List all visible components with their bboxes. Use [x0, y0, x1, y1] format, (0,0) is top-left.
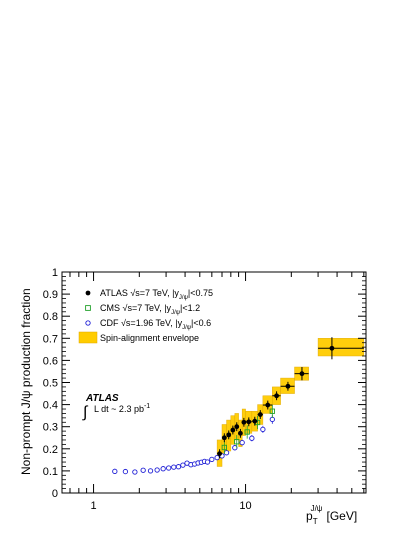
- y-tick-label: 1: [52, 267, 58, 279]
- cms-point: [269, 408, 275, 414]
- cdf-point: [122, 468, 129, 475]
- cdf-point: [239, 439, 245, 446]
- y-tick-label: 0: [52, 488, 58, 500]
- cdf-point: [214, 454, 220, 461]
- atlas-point: [246, 419, 252, 425]
- legend-label-after: |<1.2: [180, 303, 200, 313]
- legend-marker-cdf: [85, 320, 91, 326]
- atlas-point: [226, 432, 232, 438]
- legend-label-after: |<0.75: [188, 288, 213, 298]
- cdf-point: [223, 450, 230, 456]
- y-axis-label: Non-prompt J/ψ production fraction: [19, 288, 33, 475]
- legend-label-text: ATLAS √s=7 TeV, |y: [100, 288, 179, 298]
- legend-label-text: CDF √s=1.96 TeV, |y: [100, 318, 183, 328]
- y-tick-label: 0.8: [43, 311, 58, 323]
- atlas-point: [238, 430, 243, 436]
- atlas-title: ATLAS: [85, 393, 119, 404]
- y-tick-label: 0.4: [43, 400, 58, 412]
- atlas-label: ATLAS ∫ L dt ~ 2.3 pb-1: [82, 393, 150, 421]
- legend-label-sub: J/ψ: [182, 325, 191, 331]
- cdf-point: [112, 468, 118, 474]
- y-tick-label: 0.7: [43, 333, 58, 345]
- cdf-point: [160, 466, 166, 472]
- y-tick-label: 0.1: [43, 466, 58, 478]
- cdf-point: [175, 464, 182, 470]
- y-tick-label: 0.3: [43, 422, 58, 434]
- y-tick-label: 0.6: [43, 355, 58, 367]
- cdf-point: [249, 435, 255, 441]
- legend-label-after: |<0.6: [191, 318, 211, 328]
- axes: 0 0.1 0.2 0.3 0.4 0.5 0.6 0.7 0.8 0.9 1 1 10: [43, 267, 367, 512]
- atlas-point: [230, 427, 236, 433]
- atlas-point: [257, 412, 263, 417]
- y-tick-label: 0.2: [43, 444, 58, 456]
- cdf-point: [204, 459, 211, 465]
- cdf-point: [171, 464, 177, 470]
- atlas-point: [252, 418, 258, 424]
- x-tick-label: 1: [90, 500, 96, 512]
- legend-label-sub: J/ψ: [179, 295, 188, 301]
- legend-label-band: Spin-alignment envelope: [100, 333, 199, 343]
- legend-label-atlas: ATLAS √s=7 TeV, |yJ/ψ|<0.75: [100, 288, 213, 301]
- cdf-point: [209, 456, 215, 463]
- cdf-point: [269, 416, 275, 423]
- atlas-lumi-sup: -1: [144, 403, 150, 410]
- cms-point: [244, 429, 250, 435]
- cdf-point: [260, 426, 266, 433]
- legend-marker-atlas: [85, 290, 91, 296]
- cdf-point: [147, 468, 154, 474]
- x-axis-label-sup: J/ψ: [311, 504, 323, 513]
- cdf-point: [180, 462, 186, 468]
- atlas-point: [329, 345, 335, 351]
- atlas-point: [285, 383, 291, 389]
- x-axis-label-sub: T: [313, 517, 318, 526]
- integral-sign: ∫: [82, 404, 89, 421]
- cdf-point: [154, 467, 160, 473]
- atlas-point: [274, 393, 279, 399]
- x-axis-label-main: p: [306, 509, 313, 523]
- legend-label-text: Spin-alignment envelope: [100, 333, 199, 343]
- atlas-point: [221, 435, 227, 441]
- atlas-point: [217, 451, 223, 457]
- legend-marker-band: [78, 331, 98, 344]
- atlas-point: [299, 371, 305, 377]
- cms-point: [221, 444, 227, 451]
- atlas-lumi: L dt ~ 2.3 pb-1: [94, 403, 150, 414]
- atlas-point: [241, 419, 247, 425]
- spin-alignment-band: [317, 338, 365, 357]
- data-points: [112, 337, 364, 475]
- spin-alignment-bands: [216, 338, 365, 467]
- cdf-point: [140, 467, 146, 473]
- cms-point: [234, 439, 240, 445]
- x-tick-label: 10: [239, 500, 251, 512]
- legend-label-cms: CMS √s=7 TeV, |yJ/ψ|<1.2: [100, 303, 200, 316]
- legend-label-cdf: CDF √s=1.96 TeV, |yJ/ψ|<0.6: [100, 318, 211, 331]
- atlas-lumi-text: L dt ~ 2.3 pb: [94, 404, 144, 414]
- y-tick-label: 0.5: [43, 378, 58, 390]
- atlas-point: [234, 424, 240, 430]
- x-axis-label: pT J/ψ [GeV]: [306, 504, 357, 526]
- x-axis-label-unit: [GeV]: [327, 509, 358, 523]
- legend-label-sub: J/ψ: [171, 310, 180, 316]
- cdf-point: [166, 465, 172, 471]
- y-tick-label: 0.9: [43, 289, 58, 301]
- atlas-point: [265, 402, 271, 408]
- legend-marker-cms: [85, 305, 91, 311]
- legend-label-text: CMS √s=7 TeV, |y: [100, 303, 172, 313]
- cdf-point: [132, 469, 138, 475]
